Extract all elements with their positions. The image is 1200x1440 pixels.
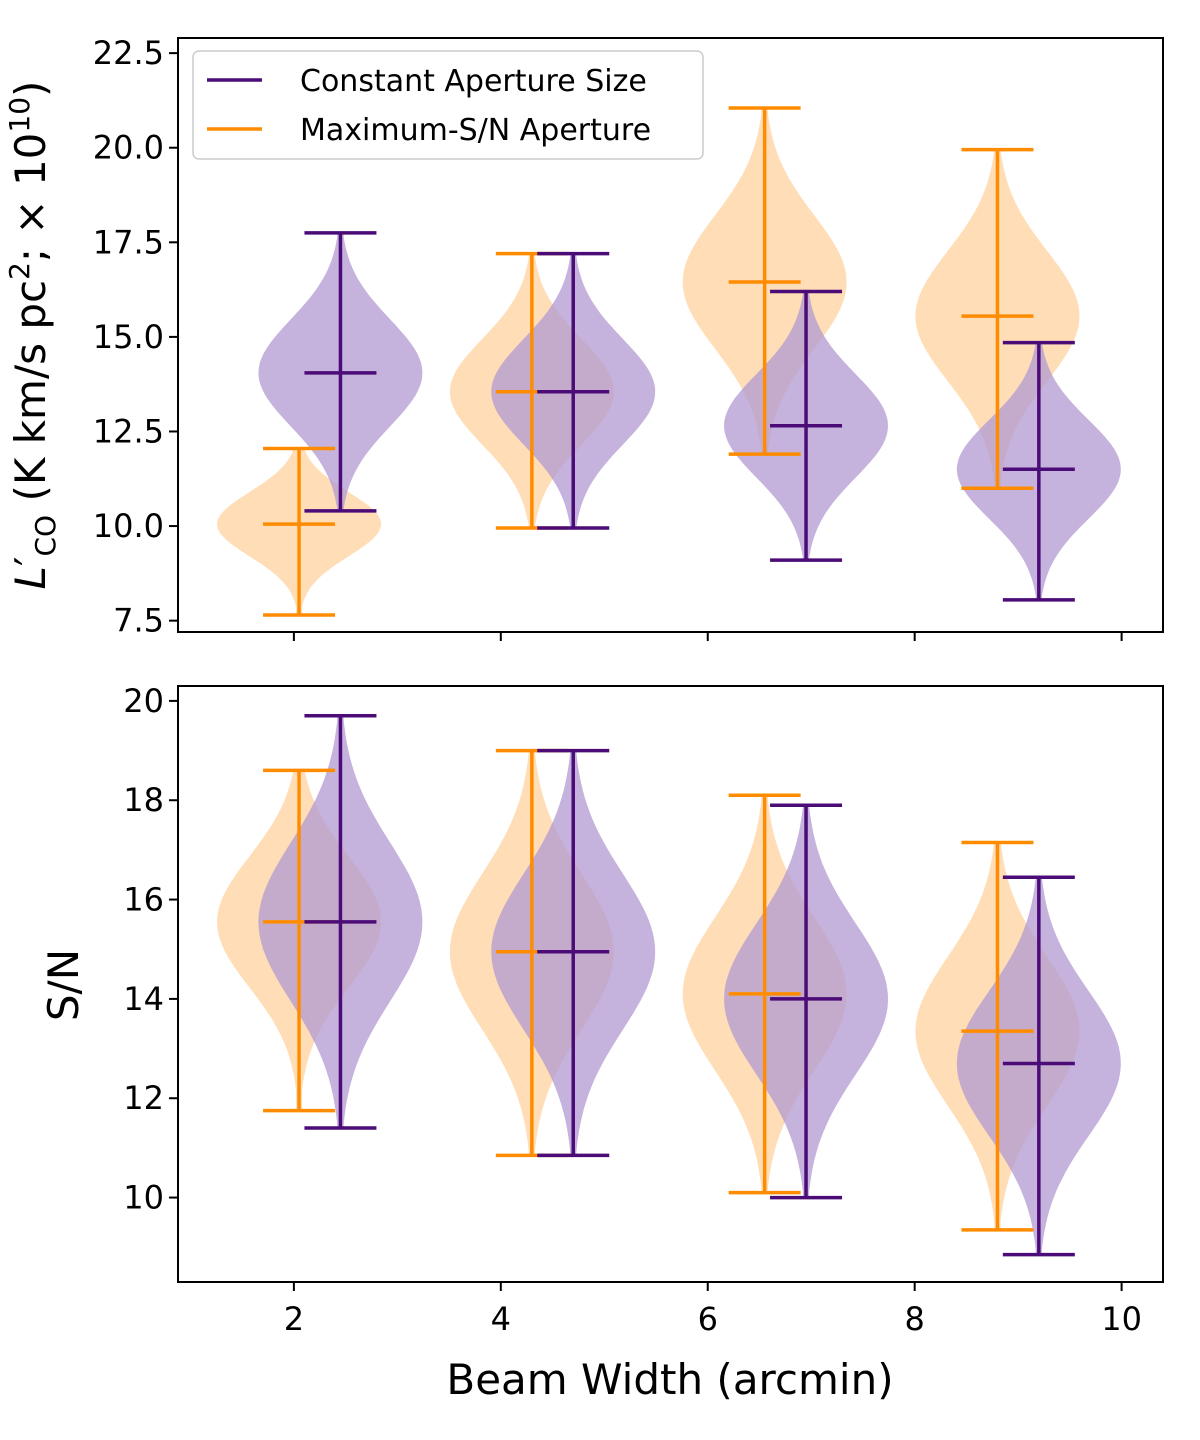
bottom-panel: 10 12 14 16 18 20 2 4 6 8 10 S/N Beam Width (arcm… [39,682,1164,1404]
bottom-violins [217,715,1121,1255]
y-tick-label: 10 [123,1179,164,1217]
y-tick-label: 15.0 [93,318,164,356]
ylabel-l: L [6,566,55,589]
x-tick-label: 4 [491,1300,511,1338]
y-tick-label: 17.5 [93,223,164,261]
top-x-ticks [292,632,1123,641]
legend-label-constant: Constant Aperture Size [300,64,647,99]
bottom-x-ticks: 2 4 6 8 10 [284,1282,1142,1338]
bottom-y-ticks: 10 12 14 16 18 20 [123,682,178,1217]
ylabel-prime: ′ [6,557,55,567]
y-tick-label: 16 [123,881,164,919]
legend-label-max-sn: Maximum-S/N Aperture [300,113,651,148]
x-axis-label: Beam Width (arcmin) [446,1355,893,1404]
bottom-y-axis-label: S/N [39,949,88,1021]
y-tick-label: 20 [123,682,164,720]
ylabel-units-b: ; × 10 [6,133,55,263]
x-tick-label: 10 [1101,1300,1142,1338]
ylabel-sup10: 10 [3,97,36,133]
legend-box [192,50,704,160]
top-markers [263,106,1075,617]
y-tick-label: 12 [123,1079,164,1117]
y-tick-label: 12.5 [93,412,164,450]
ylabel-close: ) [6,81,55,97]
top-violins [217,108,1121,615]
x-tick-label: 6 [698,1300,718,1338]
ylabel-units-a: (K km/s pc [6,280,55,515]
bottom-plot-frame [177,685,1164,1283]
top-y-axis-label: L′CO (K km/s pc2; × 1010) [3,81,62,590]
y-tick-label: 10.0 [93,507,164,545]
legend: Constant Aperture Size Maximum-S/N Apert… [192,50,704,160]
x-tick-label: 8 [905,1300,925,1338]
y-tick-label: 14 [123,980,164,1018]
y-tick-label: 22.5 [93,34,164,72]
top-y-ticks: 7.5 10.0 12.5 15.0 17.5 20.0 22.5 [93,34,178,640]
bottom-markers [263,714,1075,1257]
ylabel-sub: CO [29,515,62,557]
y-tick-label: 20.0 [93,129,164,167]
y-tick-label: 18 [123,781,164,819]
top-panel: 7.5 10.0 12.5 15.0 17.5 20.0 22.5 Constant Ape… [3,34,1164,641]
x-tick-label: 2 [284,1300,304,1338]
y-tick-label: 7.5 [113,602,164,640]
ylabel-sup2: 2 [3,262,36,280]
top-plot-frame [177,37,1164,633]
